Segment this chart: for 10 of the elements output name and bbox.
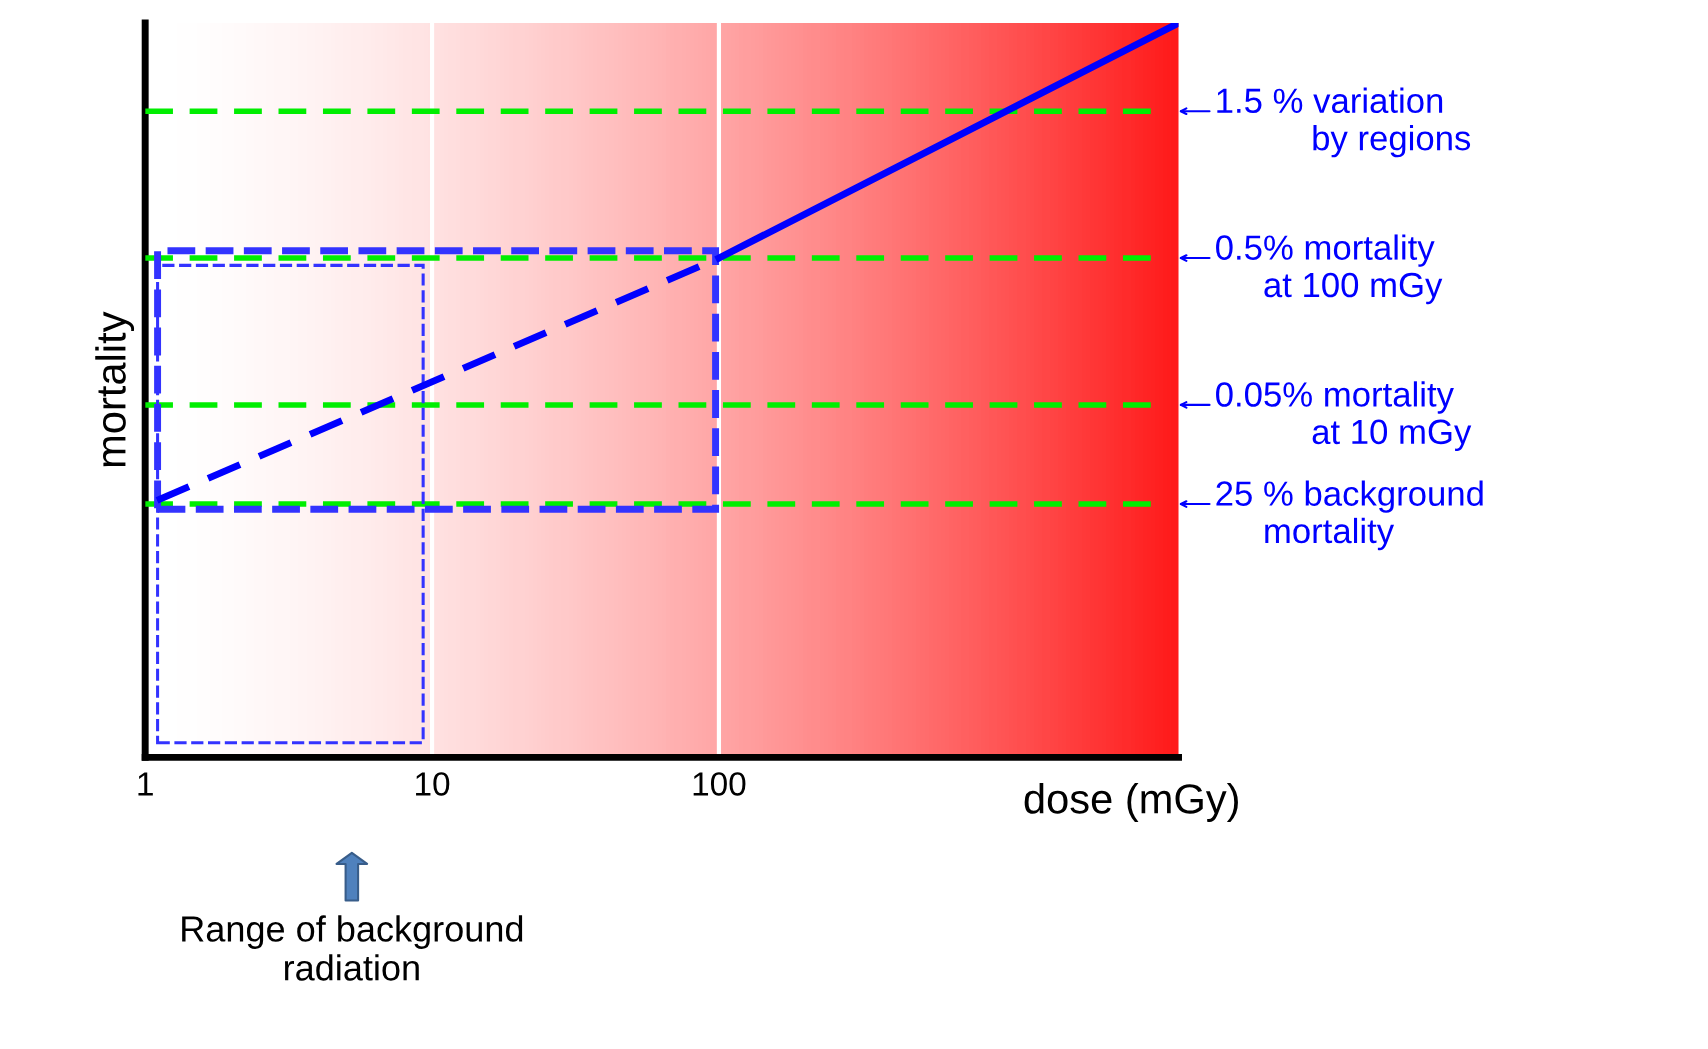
x-tick-label: 10 [416,772,450,796]
ref-line-label: 0.05% mortality at 10 mGy [1216,381,1472,452]
y-axis-title: mortality [95,311,135,467]
x-tick-label: 100 [693,772,746,796]
ref-line-label: 1.5 % variation by regions [1217,87,1471,158]
text: Range of background radiation [182,915,523,981]
x-axis-title: dose (mGy) [1024,783,1238,822]
ref-line-label: 0.5% mortality at 100 mGy [1216,234,1443,305]
x-tick-label: 1 [138,772,153,796]
ref-line-label: 25 % background mortality [1216,480,1483,551]
